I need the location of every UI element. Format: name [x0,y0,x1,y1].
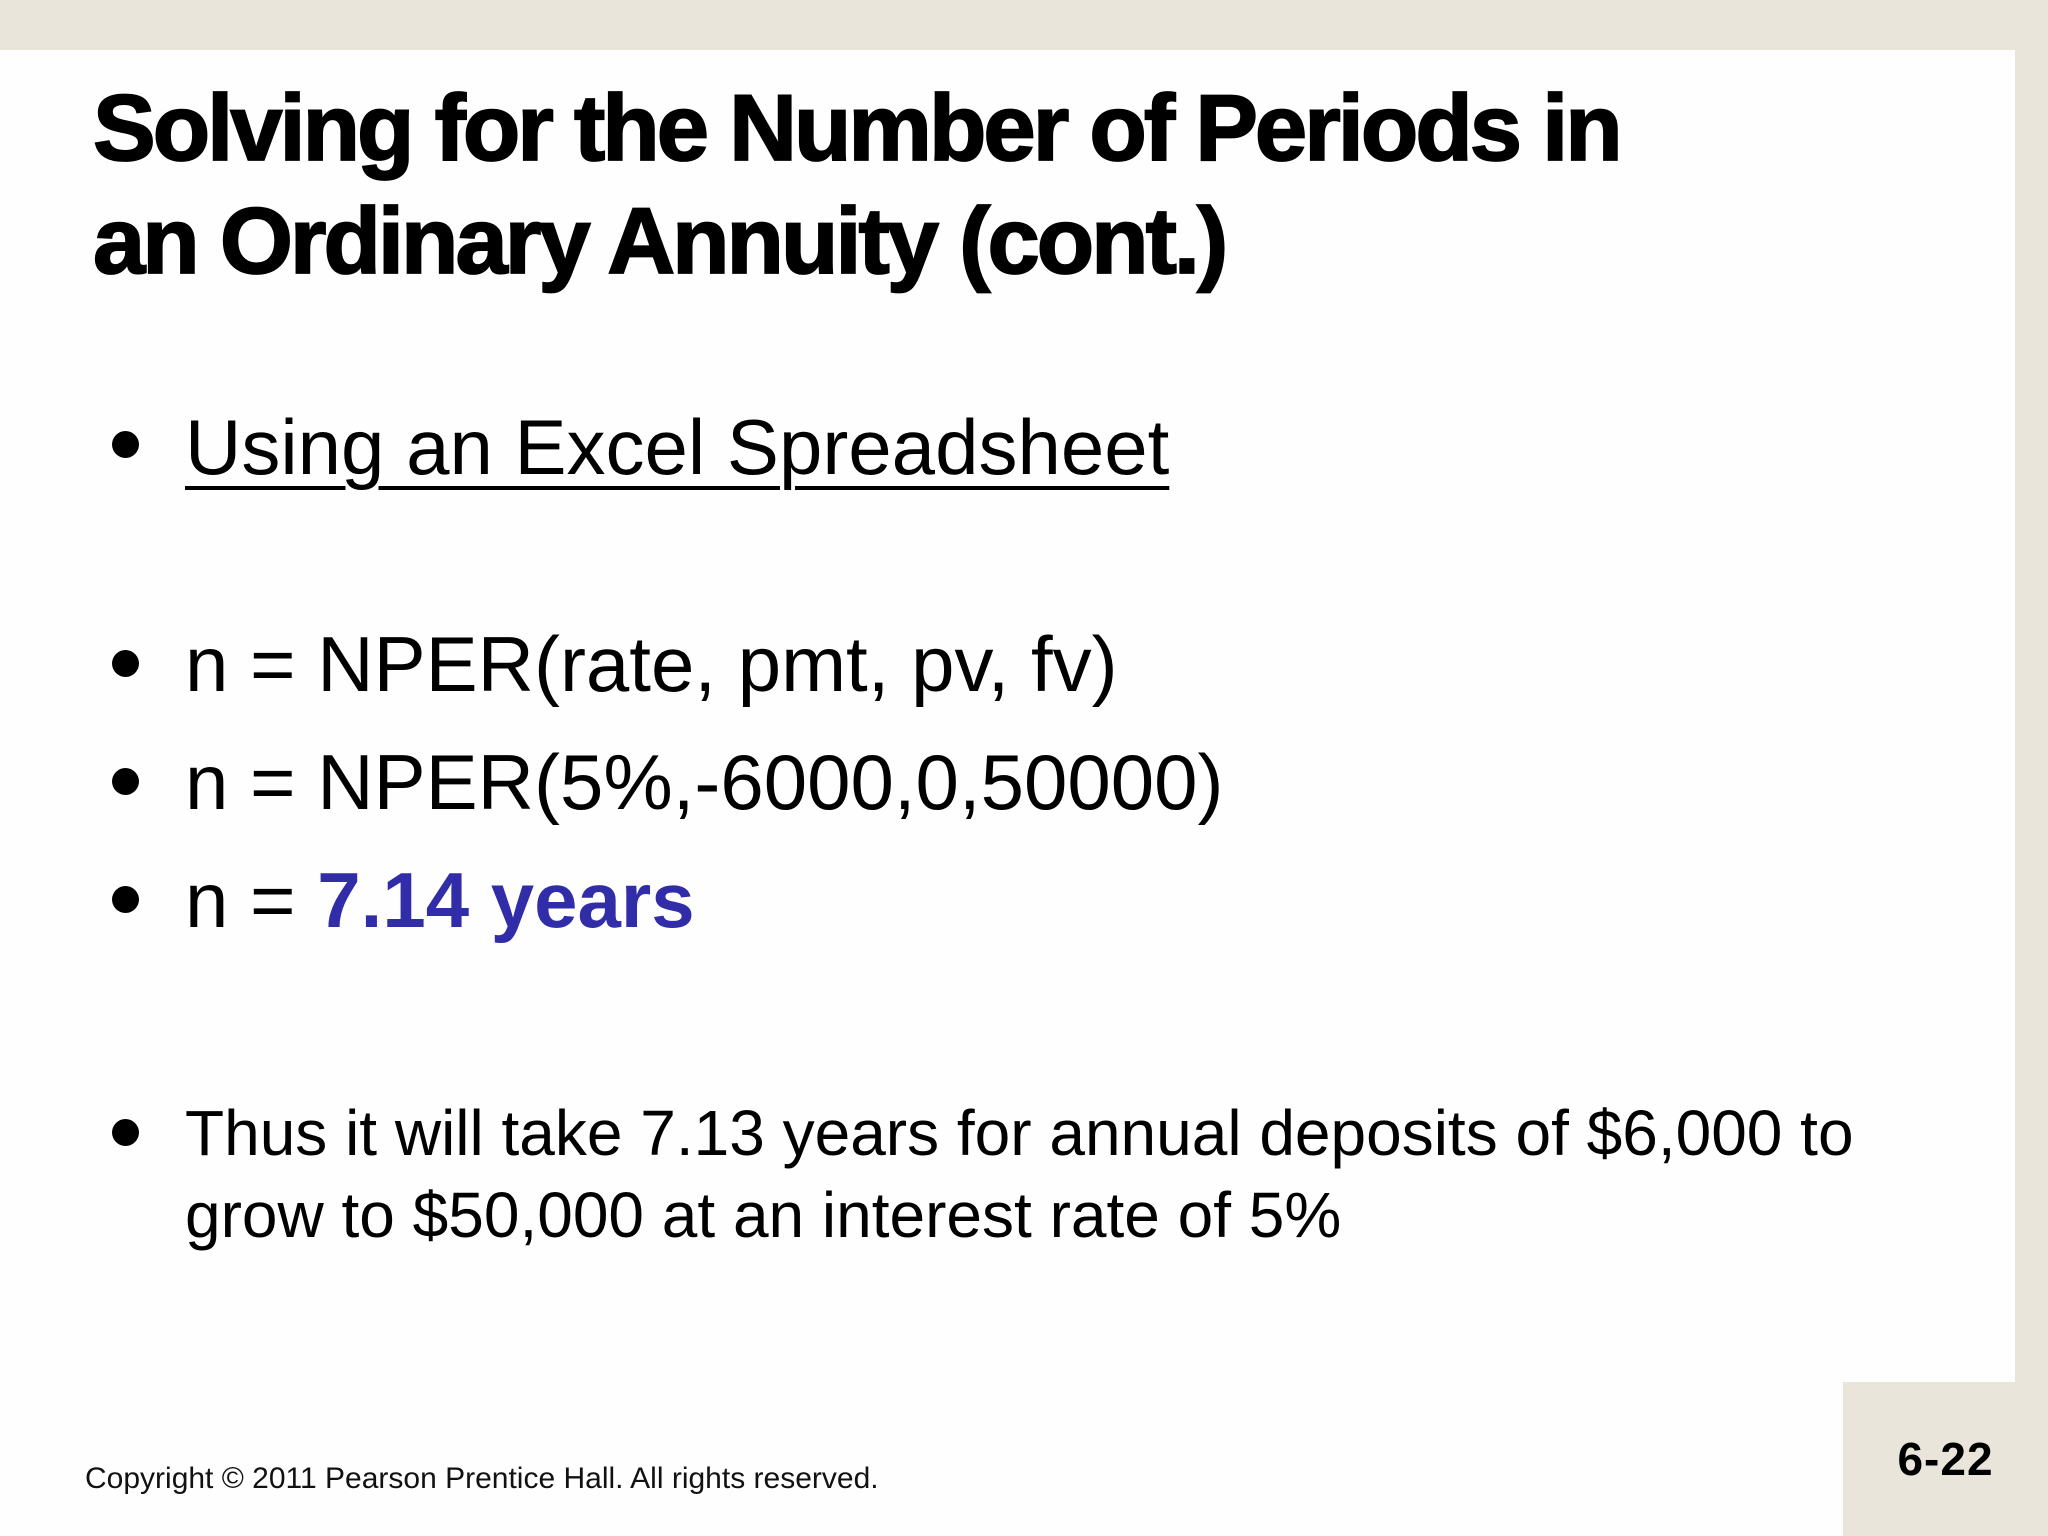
result-prefix: n = [185,855,318,944]
bullet-icon [112,885,139,913]
bullet-item-nper-values: n = NPER(5%,-6000,0,50000) [112,738,1955,828]
page-number: 6-22 [1897,1433,1994,1485]
slide-title-line-1: Solving for the Number of Periods in [92,74,1623,181]
bullet-item-result: n = 7.14 years [112,856,1955,946]
bullet-text-conclusion: Thus it will take 7.13 years for annual … [185,1097,1854,1251]
bullet-text-excel-spreadsheet: Using an Excel Spreadsheet [185,402,1170,491]
slide-title: Solving for the Number of Periods in an … [92,72,2015,298]
bullet-item-conclusion: Thus it will take 7.13 years for annual … [112,1093,1955,1256]
right-border-strip [2015,0,2048,1536]
bullet-icon [112,767,139,795]
bullet-item-excel-spreadsheet: Using an Excel Spreadsheet [112,403,1955,493]
bullet-icon [112,1119,139,1147]
slide-title-line-2: an Ordinary Annuity (cont.) [92,187,1229,294]
copyright-notice: Copyright © 2011 Pearson Prentice Hall. … [85,1462,879,1495]
page-number-box: 6-22 [1843,1382,2048,1536]
slide-surface: Solving for the Number of Periods in an … [0,50,2015,1536]
bullet-item-nper-formula: n = NPER(rate, pmt, pv, fv) [112,620,1955,710]
bullet-icon [112,430,139,458]
bullet-icon [112,650,139,678]
bullet-text-nper-values: n = NPER(5%,-6000,0,50000) [185,737,1224,826]
result-value: 7.14 years [317,855,695,944]
bullet-list: Using an Excel Spreadsheet n = NPER(rate… [112,403,1955,1256]
bullet-text-result: n = 7.14 years [185,856,695,946]
bullet-text-nper-formula: n = NPER(rate, pmt, pv, fv) [185,620,1118,709]
